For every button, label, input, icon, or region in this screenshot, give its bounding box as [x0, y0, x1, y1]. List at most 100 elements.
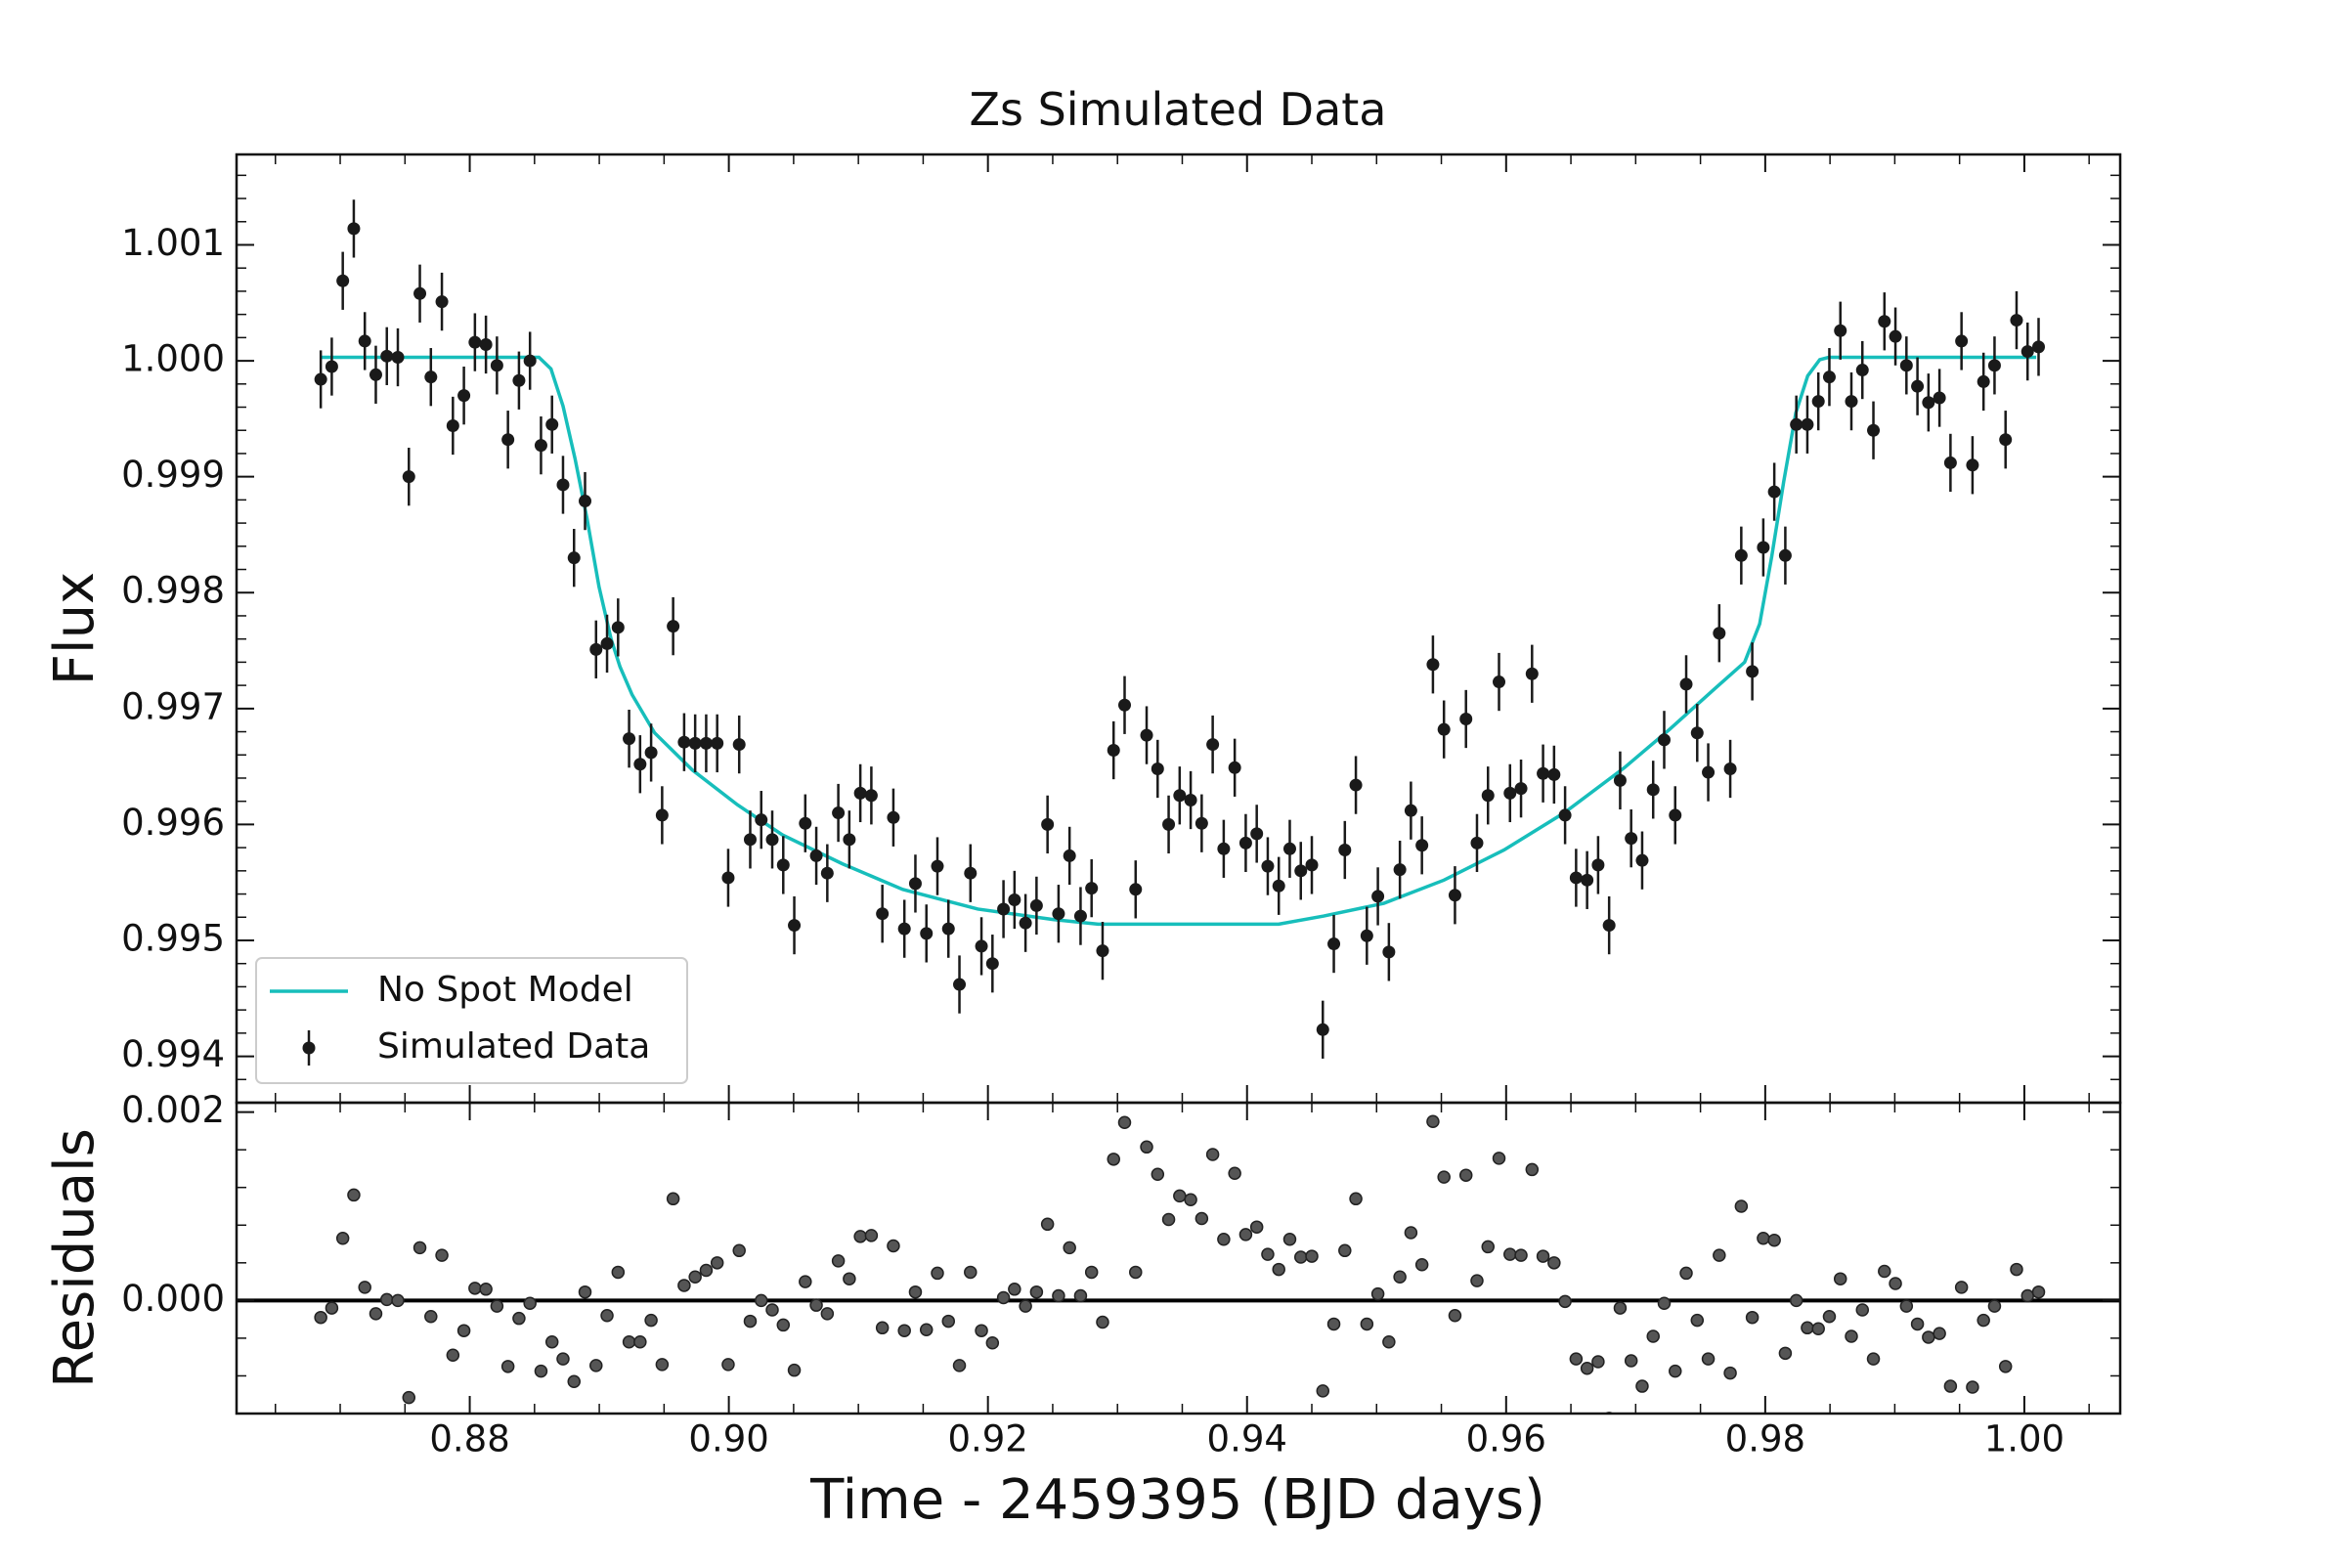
residual-point — [875, 1321, 890, 1335]
residual-point — [1591, 1355, 1605, 1369]
residual-point — [853, 1230, 867, 1243]
residual-point — [743, 1314, 758, 1328]
data-point — [887, 810, 900, 824]
legend-label: Simulated Data — [377, 1026, 650, 1067]
data-point — [1889, 329, 1902, 343]
data-point — [424, 370, 438, 384]
residual-point — [1316, 1384, 1330, 1398]
residual-point — [765, 1303, 779, 1317]
residual-point — [2010, 1262, 2023, 1277]
residual-point — [1998, 1360, 2013, 1373]
residual-point — [1238, 1228, 1253, 1241]
data-point — [1282, 842, 1296, 855]
residual-point — [677, 1279, 691, 1292]
data-point — [1899, 359, 1913, 372]
residual-point — [1019, 1299, 1032, 1313]
data-point — [1734, 548, 1748, 562]
residual-point — [446, 1348, 460, 1363]
residual-point — [1404, 1226, 1418, 1240]
data-point — [1922, 396, 1935, 410]
data-point — [1117, 698, 1131, 712]
residual-point — [1195, 1211, 1209, 1226]
data-point — [1613, 773, 1627, 787]
residual-point — [1217, 1232, 1231, 1246]
data-point — [1569, 871, 1583, 885]
data-point — [490, 359, 503, 372]
residual-point — [1393, 1270, 1407, 1285]
residual-point — [1107, 1153, 1120, 1166]
residual-point — [325, 1301, 339, 1315]
data-point — [1669, 808, 1682, 822]
residual-point — [402, 1390, 416, 1405]
residual-point — [1360, 1317, 1374, 1331]
data-point — [1415, 839, 1429, 852]
data-point — [1537, 766, 1550, 780]
data-point — [1855, 364, 1869, 377]
data-point — [2032, 340, 2046, 354]
residual-point — [1326, 1317, 1341, 1331]
residual-point — [1966, 1380, 1979, 1394]
residual-point — [1205, 1148, 1220, 1161]
data-point — [1987, 359, 2001, 372]
data-point — [876, 907, 890, 921]
residual-point — [1745, 1310, 1760, 1325]
data-point — [468, 335, 482, 349]
residual-point — [831, 1254, 846, 1268]
data-point — [1943, 456, 1957, 469]
data-point — [1096, 944, 1109, 958]
residual-y-tick-label: 0.002 — [121, 1089, 225, 1131]
x-tick-label: 0.96 — [1466, 1418, 1546, 1460]
residual-point — [1811, 1322, 1825, 1336]
data-point — [820, 866, 834, 880]
residual-point — [1701, 1352, 1716, 1366]
data-point — [1426, 658, 1440, 672]
data-point — [1052, 907, 1065, 921]
residual-point — [1029, 1285, 1044, 1299]
data-point — [732, 738, 746, 752]
data-point — [336, 274, 350, 287]
residual-point — [335, 1232, 350, 1245]
data-point — [1448, 889, 1461, 902]
residual-point — [556, 1352, 570, 1366]
residual-point — [567, 1374, 581, 1388]
data-point — [1746, 665, 1760, 678]
y-tick-label: 0.997 — [121, 685, 225, 727]
data-point — [644, 746, 658, 760]
residual-point — [1282, 1232, 1297, 1246]
data-point — [1173, 789, 1187, 803]
data-point — [1933, 391, 1946, 405]
residual-point — [1679, 1266, 1693, 1281]
data-point — [413, 286, 427, 300]
data-point — [799, 816, 812, 830]
data-point — [556, 478, 570, 492]
residual-point — [456, 1324, 471, 1337]
residual-point — [1713, 1248, 1726, 1262]
residual-point — [1040, 1217, 1055, 1232]
data-point — [2020, 345, 2034, 359]
residual-point — [435, 1248, 449, 1262]
residual-point — [2020, 1288, 2034, 1303]
residual-point — [1414, 1257, 1429, 1272]
residual-point — [1117, 1115, 1132, 1129]
data-point — [1481, 789, 1495, 803]
data-point — [369, 368, 382, 381]
data-point — [853, 786, 867, 800]
x-axis-label: Time - 2459395 (BJD days) — [809, 1468, 1545, 1532]
data-point — [358, 334, 371, 348]
residual-frame — [235, 1101, 2122, 1416]
data-point — [579, 495, 592, 508]
data-point — [391, 351, 405, 365]
y-axis-label: Flux — [43, 572, 107, 685]
data-point — [435, 295, 449, 309]
data-point — [1723, 762, 1737, 775]
data-point — [843, 833, 856, 847]
data-point — [1029, 898, 1043, 912]
residual-point — [787, 1363, 802, 1377]
data-point — [1822, 370, 1836, 384]
data-point — [688, 736, 702, 750]
data-point — [1845, 395, 1858, 409]
residual-point — [1349, 1192, 1363, 1206]
residual-point — [1338, 1243, 1352, 1258]
residual-point — [952, 1359, 967, 1372]
